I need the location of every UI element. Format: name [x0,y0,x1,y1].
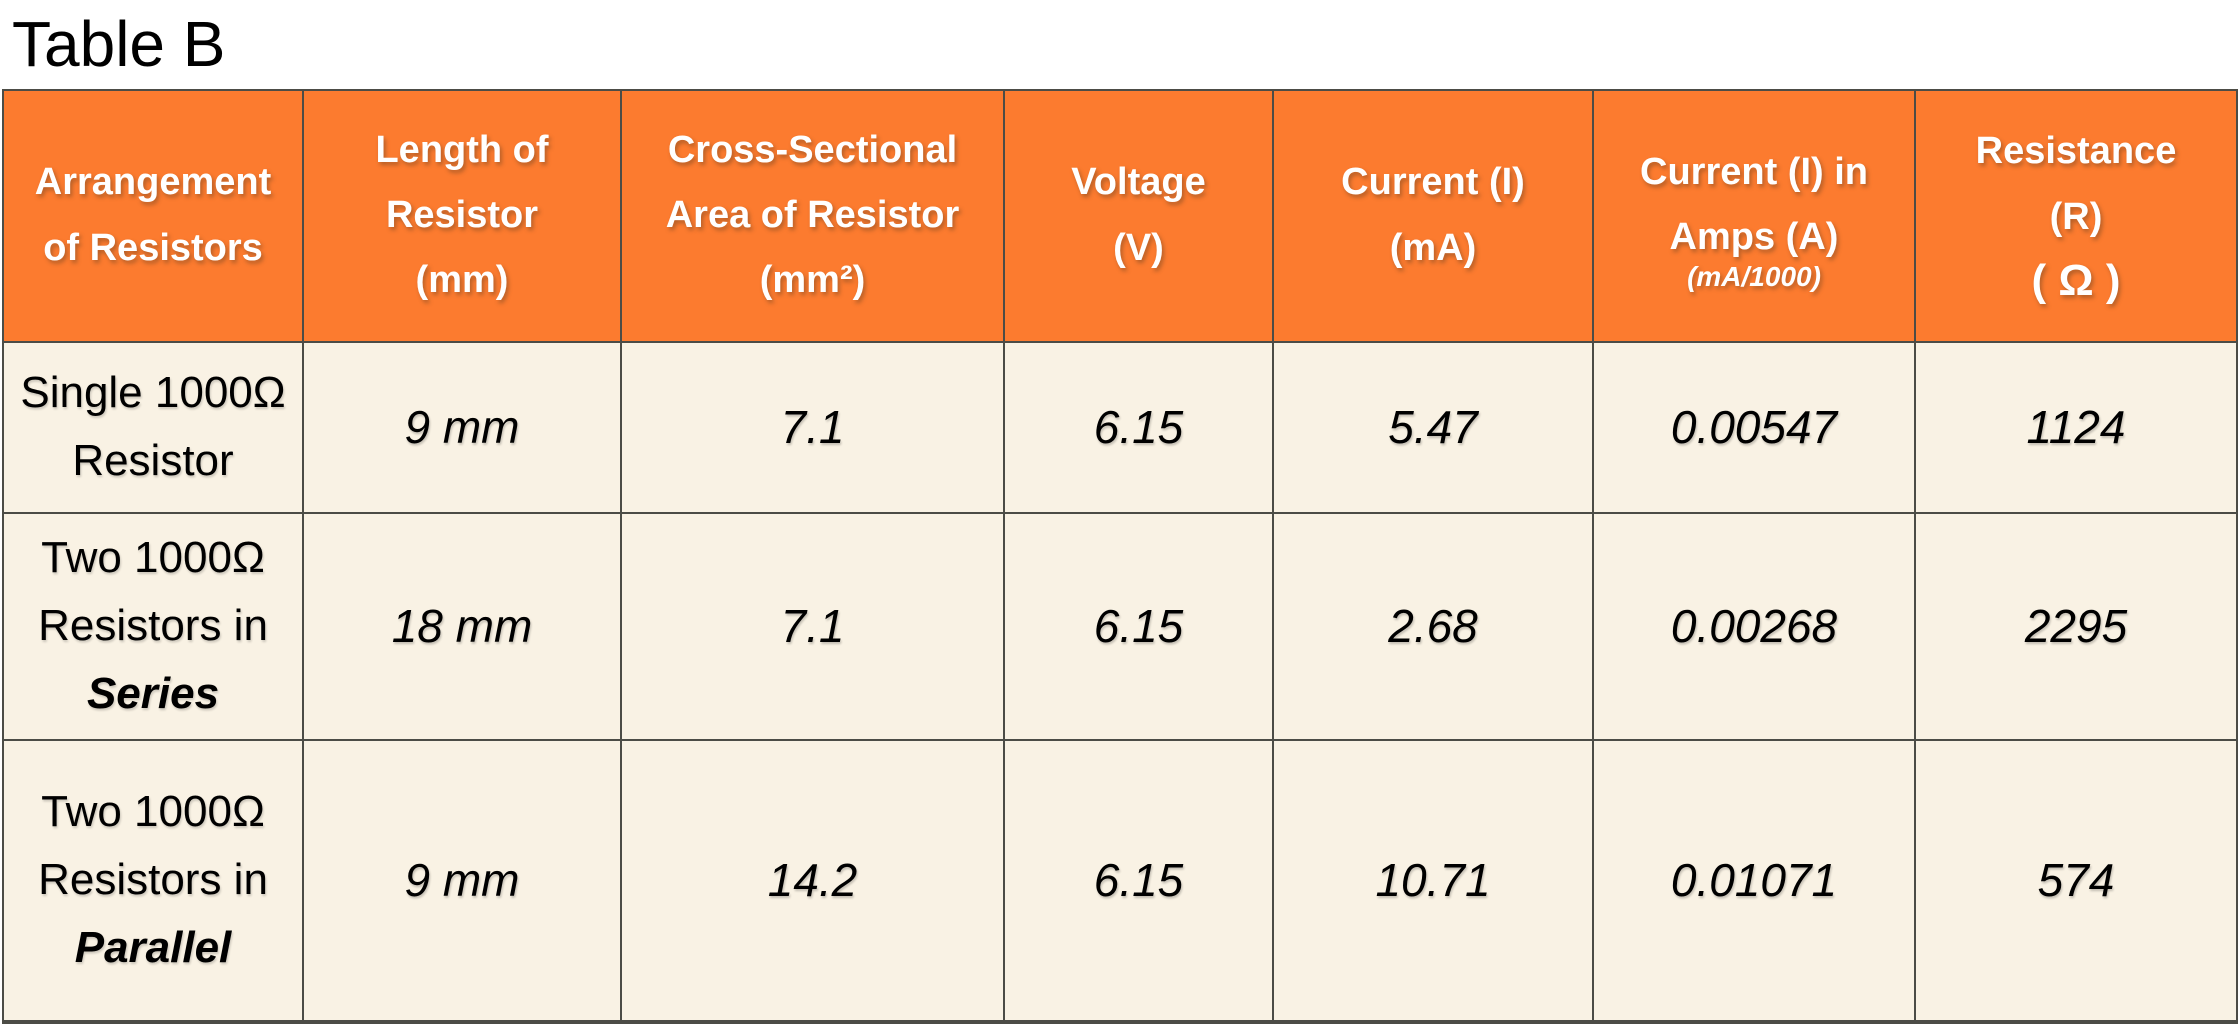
header-line: Arrangement [34,161,272,204]
cell-arrangement: Single 1000Ω Resistor [2,340,304,514]
cell-area: 7.1 [620,511,1005,741]
cell-line: Resistors in [38,855,268,904]
header-line: Amps (A) [1669,215,1839,258]
cell-length: 18 mm [302,511,622,741]
header-resistance: Resistance (R) ( Ω ) [1914,88,2238,343]
cell-line-parallel: Parallel [74,923,232,973]
header-line: (R) [2049,195,2103,238]
header-line: (mm²) [759,259,866,302]
cell-length: 9 mm [302,340,622,514]
cell-line: Resistor [72,436,234,486]
header-current-amps: Current (I) in Amps (A) (mA/1000) [1592,88,1916,343]
cell-line: Two 1000Ω [41,532,265,582]
cell-current-ma: 10.71 [1272,738,1594,1024]
header-line: Voltage [1071,161,1206,204]
cell-current-ma: 5.47 [1272,340,1594,514]
header-line-omega: ( Ω ) [2031,256,2121,306]
cell-current-amps: 0.00268 [1592,511,1916,741]
cell-resistance: 1124 [1914,340,2238,514]
header-line: Area of Resistor [665,193,960,236]
header-line: Current (I) [1341,161,1525,204]
cell-resistance: 2295 [1914,511,2238,741]
page-title: Table B [12,8,226,80]
cell-line: Single 1000Ω [20,367,286,417]
cell-current-amps: 0.01071 [1592,738,1916,1024]
header-line: Resistance [1975,130,2177,173]
header-line: of Resistors [43,226,263,269]
header-line: (mA) [1389,226,1477,269]
table-header-row: Arrangement of Resistors Length of Resis… [2,88,2238,343]
header-line: (mm) [415,259,509,302]
header-arrangement-of-resistors: Arrangement of Resistors [2,88,304,343]
table-row-parallel-resistors: Two 1000Ω Resistors in Parallel 9 mm 14.… [2,738,2238,1024]
cell-length: 9 mm [302,738,622,1024]
results-table: Arrangement of Resistors Length of Resis… [2,88,2238,1024]
cell-area: 7.1 [620,340,1005,514]
header-current-ma: Current (I) (mA) [1272,88,1594,343]
table-row-series-resistors: Two 1000Ω Resistors in Series 18 mm 7.1 … [2,511,2238,741]
header-cross-sectional-area: Cross-Sectional Area of Resistor (mm²) [620,88,1005,343]
cell-arrangement: Two 1000Ω Resistors in Series [2,511,304,741]
cell-current-ma: 2.68 [1272,511,1594,741]
cell-voltage: 6.15 [1003,340,1274,514]
cell-area: 14.2 [620,738,1005,1024]
cell-current-amps: 0.00547 [1592,340,1916,514]
header-line: (V) [1113,226,1164,269]
header-line: Length of [375,128,549,171]
table-row-single-resistor: Single 1000Ω Resistor 9 mm 7.1 6.15 5.47… [2,340,2238,514]
header-line: Cross-Sectional [667,128,958,171]
cell-line: Two 1000Ω [41,786,265,836]
cell-arrangement: Two 1000Ω Resistors in Parallel [2,738,304,1024]
cell-line: Resistors in [38,601,268,650]
cell-resistance: 574 [1914,738,2238,1024]
header-voltage: Voltage (V) [1003,88,1274,343]
header-note-ma-over-1000: (mA/1000) [1687,261,1821,293]
header-line: Current (I) in [1640,150,1868,193]
header-length-of-resistor: Length of Resistor (mm) [302,88,622,343]
cell-voltage: 6.15 [1003,511,1274,741]
cell-voltage: 6.15 [1003,738,1274,1024]
header-line: Resistor [385,193,539,236]
cell-line-series: Series [86,669,220,719]
